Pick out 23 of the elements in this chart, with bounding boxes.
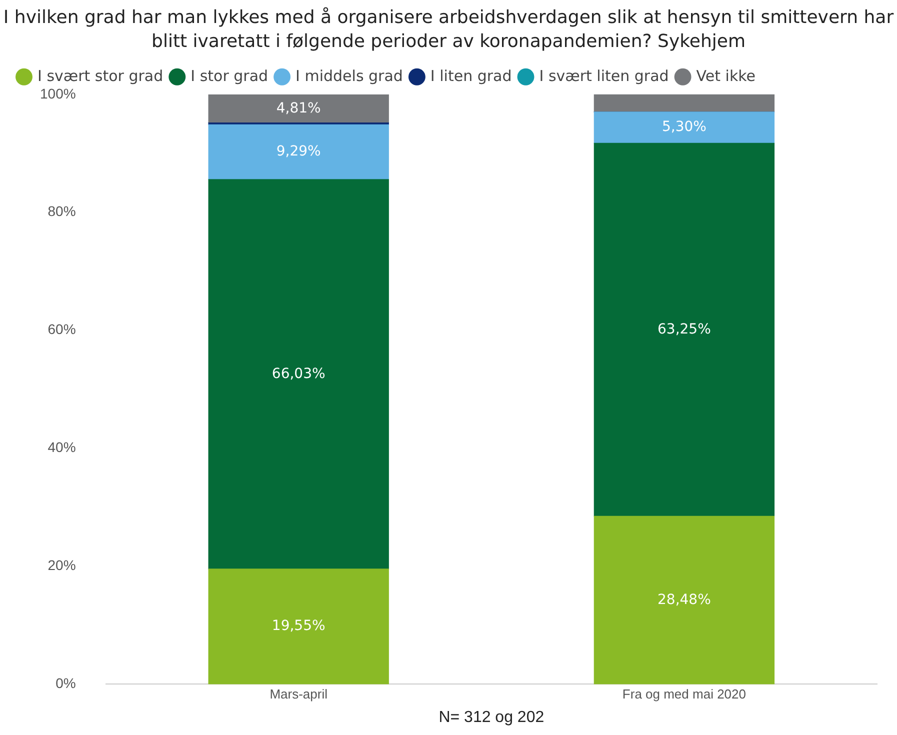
data-label: 5,30% <box>662 119 706 136</box>
y-tick-label: 60% <box>48 321 76 338</box>
data-label: 63,25% <box>658 321 711 338</box>
x-tick-label: Fra og med mai 2020 <box>622 686 746 702</box>
x-axis-title: N= 312 og 202 <box>438 708 544 726</box>
y-tick-label: 80% <box>48 203 76 220</box>
data-label: 9,29% <box>276 144 321 160</box>
y-tick-label: 20% <box>48 557 76 574</box>
y-tick-label: 40% <box>48 439 76 456</box>
legend-label: I svært liten grad <box>539 66 669 85</box>
legend-label: Vet ikke <box>696 66 756 85</box>
legend-label: I middels grad <box>296 66 403 85</box>
legend-label: I svært stor grad <box>38 66 164 85</box>
x-tick-label: Mars-april <box>270 686 328 702</box>
chart-title: I hvilken grad har man lykkes med å organisere arbeidshverdagen slik at hensyn til smittevern har blitt ivaretatt i følgende perioder av koronapandemien? Sykehjem <box>2 6 895 54</box>
data-label: 66,03% <box>272 366 326 382</box>
legend-label: I stor grad <box>190 66 268 85</box>
data-label: 4,81% <box>276 100 321 116</box>
y-tick-label: 0% <box>56 675 76 692</box>
data-label: 28,48% <box>658 592 711 608</box>
data-label: 19,55% <box>272 618 326 634</box>
y-tick-label: 100% <box>40 85 76 102</box>
legend-label: I liten grad <box>430 66 512 85</box>
